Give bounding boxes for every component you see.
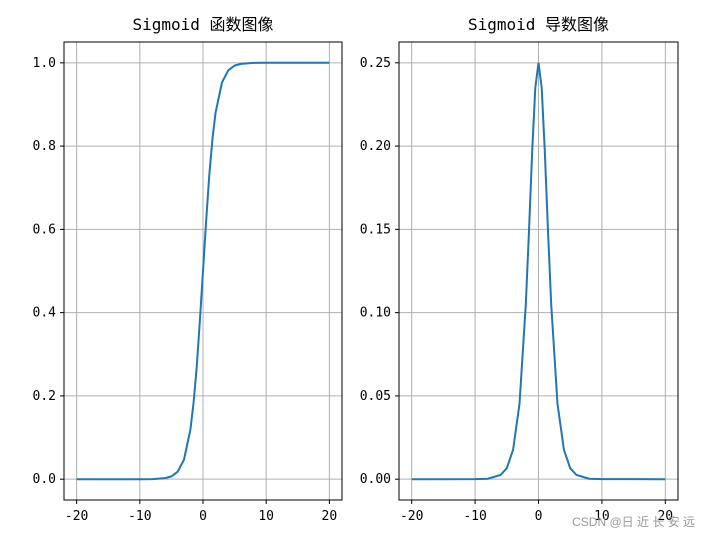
y-tick-label: 0.0	[33, 472, 56, 487]
x-tick-label: 0	[199, 509, 207, 524]
x-tick-label: 10	[594, 509, 610, 524]
x-tick-label: 20	[657, 509, 673, 524]
y-tick-label: 0.2	[33, 389, 56, 404]
series-line	[76, 61, 330, 481]
y-tick-label: 0.20	[360, 139, 391, 154]
chart-title: Sigmoid 导数图像	[468, 15, 609, 34]
watermark: CSDN @日 近 长 安 远	[572, 515, 695, 529]
series-line	[411, 62, 666, 481]
x-tick-label: -20	[65, 509, 88, 524]
y-tick-label: 0.10	[360, 306, 391, 321]
sigmoid-function-plot: Sigmoid 函数图像 -20 -10 0 10 20 0.0 0.2 0.4 0.6 0.8 1…	[33, 15, 343, 524]
y-tick-label: 0.05	[360, 389, 391, 404]
y-tick-label: 0.25	[360, 56, 391, 71]
y-tick-label: 1.0	[33, 56, 56, 71]
y-tick-label: 0.8	[33, 139, 56, 154]
y-tick-label: 0.6	[33, 222, 56, 237]
x-tick-label: 0	[535, 509, 543, 524]
x-tick-label: -10	[463, 509, 486, 524]
y-tick-label: 0.00	[360, 472, 391, 487]
x-tick-label: 10	[258, 509, 274, 524]
y-tick-label: 0.15	[360, 222, 391, 237]
x-tick-label: 20	[322, 509, 338, 524]
sigmoid-derivative-plot: Sigmoid 导数图像 -20 -10 0 10 20 0.00 0.05 0.10 0.15…	[360, 15, 679, 524]
chart-title: Sigmoid 函数图像	[132, 15, 273, 34]
x-tick-label: -20	[400, 509, 423, 524]
x-tick-label: -10	[128, 509, 151, 524]
y-tick-label: 0.4	[33, 306, 57, 321]
